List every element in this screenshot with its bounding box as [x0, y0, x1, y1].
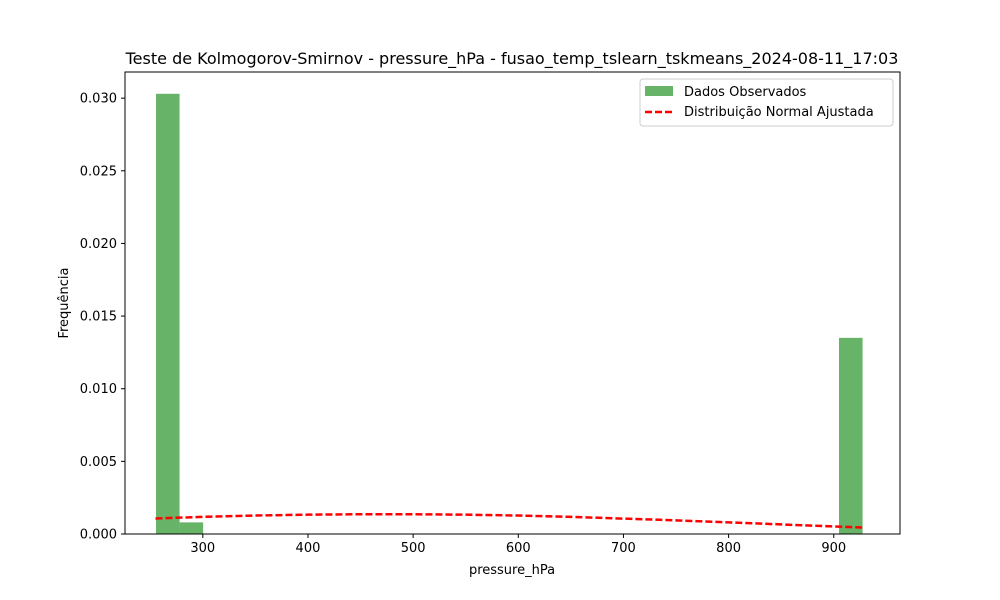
legend-box	[639, 78, 894, 127]
chart-title: Teste de Kolmogorov-Smirnov - pressure_h…	[125, 49, 899, 69]
y-tick-label: 0.020	[80, 237, 117, 252]
fit-line-group	[155, 512, 863, 529]
fit-line	[155, 512, 863, 529]
histogram-bar-2	[839, 337, 863, 534]
y-axis-ticks: 0.000 0.005 0.010 0.015 0.020 0.025 0.030	[80, 92, 125, 543]
y-tick-label: 0.010	[80, 382, 117, 397]
x-tick-label: 300	[190, 541, 215, 556]
y-tick-label: 0.030	[80, 92, 117, 107]
x-tick-label: 500	[401, 541, 426, 556]
x-axis-ticks: 300 400 500 600 700 800 900	[190, 534, 846, 556]
y-axis-label: Frequência	[57, 267, 72, 338]
x-tick-label: 400	[296, 541, 321, 556]
x-axis-label: pressure_hPa	[469, 563, 555, 578]
x-tick-label: 600	[506, 541, 531, 556]
legend-label-fit-line: Distribuição Normal Ajustada	[684, 105, 874, 120]
histogram-bars	[156, 93, 863, 534]
y-tick-label: 0.025	[80, 164, 117, 179]
histogram-bar-1	[179, 522, 204, 534]
y-tick-label: 0.005	[80, 455, 117, 470]
legend-swatch-histogram	[645, 86, 673, 96]
legend-label-histogram: Dados Observados	[684, 85, 807, 100]
legend: Dados Observados Distribuição Normal Aju…	[639, 78, 894, 127]
x-tick-label: 700	[611, 541, 636, 556]
x-tick-label: 900	[821, 541, 846, 556]
x-tick-label: 800	[716, 541, 741, 556]
plot-frame	[124, 71, 901, 535]
histogram-bar-0	[156, 93, 180, 534]
y-tick-label: 0.000	[80, 528, 117, 543]
y-tick-label: 0.015	[80, 310, 117, 325]
